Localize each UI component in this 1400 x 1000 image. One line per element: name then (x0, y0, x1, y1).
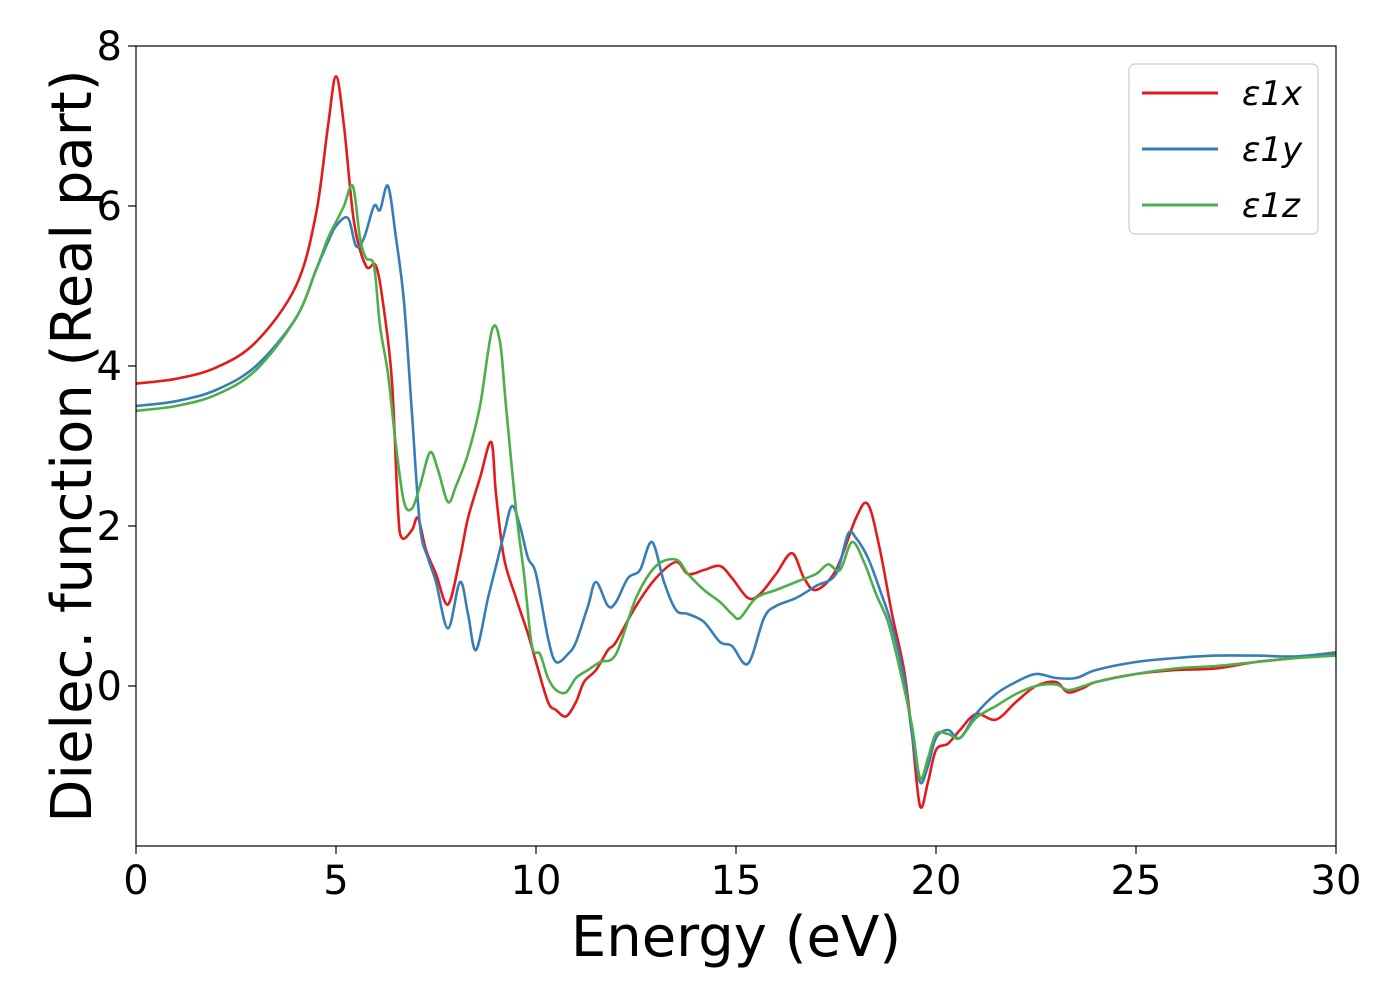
y-tick-label: 0 (97, 664, 122, 710)
y-axis-ticks: 0 2 4 6 8 (97, 24, 136, 710)
x-tick-label: 20 (911, 858, 962, 904)
x-tick-label: 5 (323, 858, 348, 904)
legend-label: ε1x (1242, 74, 1303, 114)
y-tick-label: 8 (97, 24, 122, 70)
x-axis-label: Energy (eV) (571, 905, 901, 970)
legend-label: ε1z (1242, 186, 1301, 226)
y-axis-label: Dielec. function (Real part) (40, 69, 105, 822)
legend: ε1x ε1y ε1z (1128, 63, 1319, 235)
x-tick-label: 25 (1111, 858, 1162, 904)
y-tick-label: 4 (97, 344, 122, 390)
x-tick-label: 10 (511, 858, 562, 904)
x-tick-label: 15 (711, 858, 762, 904)
x-tick-label: 30 (1311, 858, 1362, 904)
x-tick-label: 0 (123, 858, 148, 904)
legend-frame (1128, 63, 1319, 235)
x-axis-ticks: 0 5 10 15 20 25 30 (123, 846, 1361, 904)
series-layer (136, 75, 1336, 809)
legend-label: ε1y (1242, 130, 1303, 170)
series-line-z (136, 183, 1336, 781)
y-tick-label: 2 (97, 504, 122, 550)
y-tick-label: 6 (97, 184, 122, 230)
